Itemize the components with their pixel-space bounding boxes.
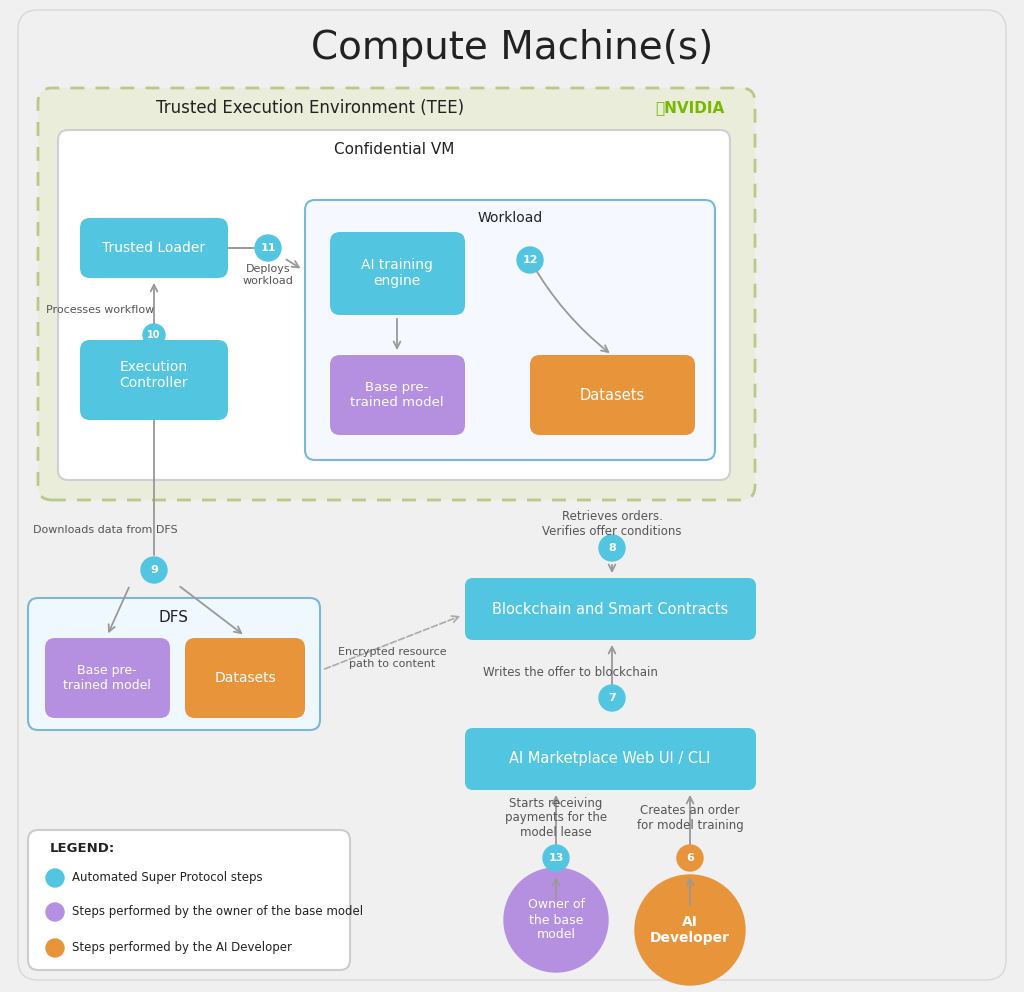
- FancyBboxPatch shape: [530, 355, 695, 435]
- Text: AI
Developer: AI Developer: [650, 915, 730, 945]
- Text: Writes the offer to blockchain: Writes the offer to blockchain: [482, 666, 657, 679]
- Text: LEGEND:: LEGEND:: [50, 841, 116, 854]
- Text: Encrypted resource
path to content: Encrypted resource path to content: [338, 647, 446, 669]
- Text: Workload: Workload: [477, 211, 543, 225]
- FancyBboxPatch shape: [305, 200, 715, 460]
- Text: Starts receiving
payments for the
model lease: Starts receiving payments for the model …: [505, 797, 607, 839]
- Circle shape: [677, 845, 703, 871]
- FancyBboxPatch shape: [45, 638, 170, 718]
- Text: Confidential VM: Confidential VM: [334, 143, 455, 158]
- Text: 10: 10: [147, 330, 161, 340]
- Text: Processes workflow: Processes workflow: [46, 305, 155, 315]
- Text: Compute Machine(s): Compute Machine(s): [311, 29, 713, 67]
- Text: Creates an order
for model training: Creates an order for model training: [637, 804, 743, 832]
- Text: Datasets: Datasets: [214, 671, 275, 685]
- Text: Downloads data from DFS: Downloads data from DFS: [33, 525, 177, 535]
- Text: Retrieves orders.
Verifies offer conditions: Retrieves orders. Verifies offer conditi…: [543, 510, 682, 538]
- Circle shape: [46, 869, 63, 887]
- Text: Automated Super Protocol steps: Automated Super Protocol steps: [72, 872, 262, 885]
- Text: 12: 12: [522, 255, 538, 265]
- Text: ⓃNVIDIA: ⓃNVIDIA: [655, 100, 725, 115]
- Text: Owner of
the base
model: Owner of the base model: [527, 899, 585, 941]
- Circle shape: [543, 845, 569, 871]
- Circle shape: [635, 875, 745, 985]
- Text: DFS: DFS: [159, 610, 189, 626]
- FancyBboxPatch shape: [185, 638, 305, 718]
- Circle shape: [599, 685, 625, 711]
- Text: 13: 13: [548, 853, 563, 863]
- FancyBboxPatch shape: [80, 340, 228, 420]
- Text: 9: 9: [151, 565, 158, 575]
- Circle shape: [141, 557, 167, 583]
- FancyBboxPatch shape: [58, 130, 730, 480]
- Circle shape: [46, 903, 63, 921]
- Text: 8: 8: [608, 543, 615, 553]
- Text: Deploys
workload: Deploys workload: [243, 264, 294, 286]
- FancyBboxPatch shape: [28, 830, 350, 970]
- Text: Execution
Controller: Execution Controller: [120, 360, 188, 390]
- Text: Blockchain and Smart Contracts: Blockchain and Smart Contracts: [492, 601, 728, 616]
- Text: Base pre-
trained model: Base pre- trained model: [63, 664, 151, 692]
- FancyBboxPatch shape: [330, 355, 465, 435]
- Circle shape: [46, 939, 63, 957]
- Circle shape: [143, 324, 165, 346]
- Text: Base pre-
trained model: Base pre- trained model: [350, 381, 443, 409]
- Text: Datasets: Datasets: [580, 388, 645, 403]
- FancyBboxPatch shape: [330, 232, 465, 315]
- FancyBboxPatch shape: [18, 10, 1006, 980]
- Text: Trusted Execution Environment (TEE): Trusted Execution Environment (TEE): [156, 99, 464, 117]
- Circle shape: [255, 235, 281, 261]
- Circle shape: [504, 868, 608, 972]
- Text: Steps performed by the AI Developer: Steps performed by the AI Developer: [72, 941, 292, 954]
- Text: 11: 11: [260, 243, 275, 253]
- FancyBboxPatch shape: [38, 88, 755, 500]
- Text: Steps performed by the owner of the base model: Steps performed by the owner of the base…: [72, 906, 364, 919]
- Text: 6: 6: [686, 853, 694, 863]
- Text: AI training
engine: AI training engine: [361, 258, 433, 288]
- FancyBboxPatch shape: [465, 578, 756, 640]
- FancyBboxPatch shape: [80, 218, 228, 278]
- Circle shape: [599, 535, 625, 561]
- FancyBboxPatch shape: [465, 728, 756, 790]
- Text: 7: 7: [608, 693, 615, 703]
- Text: AI Marketplace Web UI / CLI: AI Marketplace Web UI / CLI: [509, 752, 711, 767]
- Text: Trusted Loader: Trusted Loader: [102, 241, 206, 255]
- Circle shape: [517, 247, 543, 273]
- FancyBboxPatch shape: [28, 598, 319, 730]
